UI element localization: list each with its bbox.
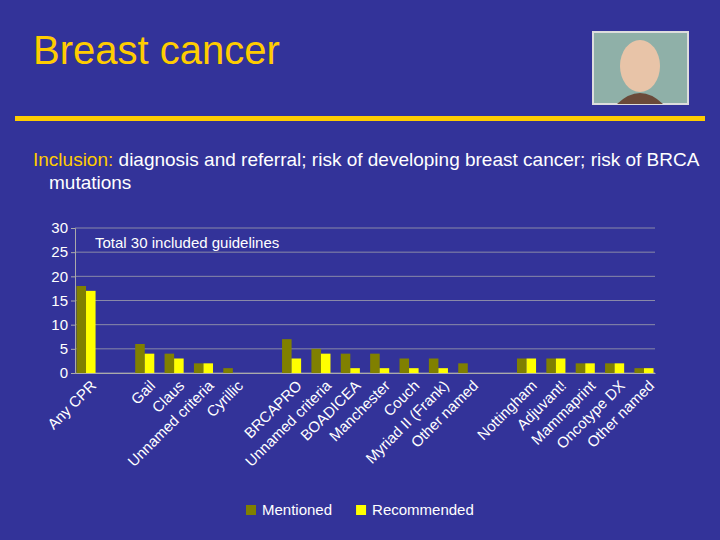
slide-canvas: 0 5 10 15 20 25 30 Any CPRGailClausUnnamed crit… <box>0 0 720 540</box>
grid-line <box>75 252 655 253</box>
grid-line <box>75 228 655 229</box>
photo <box>593 32 688 104</box>
photo-shoulders <box>617 93 663 104</box>
bar <box>165 354 175 373</box>
grid-line <box>75 348 655 349</box>
bar <box>350 368 360 373</box>
series-bars <box>86 291 654 373</box>
bar <box>429 359 439 374</box>
x-tick-label: Other named <box>583 377 657 451</box>
bar <box>321 354 331 373</box>
bar <box>546 359 556 374</box>
bar <box>458 363 468 373</box>
inclusion-body: diagnosis and referral; risk of developi… <box>49 149 698 193</box>
x-tick: Other named <box>407 373 481 451</box>
x-tick-label: Other named <box>407 377 481 451</box>
y-tick-mark <box>71 301 75 302</box>
x-tick-label: Unnamed criteria <box>124 376 217 469</box>
y-tick-mark <box>71 349 75 350</box>
grid-line <box>75 300 655 301</box>
x-tick: Cyrillic <box>203 373 247 420</box>
bar <box>556 359 566 374</box>
bar <box>194 363 204 373</box>
y-tick: 15 <box>51 292 75 309</box>
title-rule <box>15 116 705 121</box>
grid <box>75 228 655 373</box>
y-axis-line <box>71 229 76 374</box>
y-tick-label: 15 <box>51 292 68 309</box>
y-tick-label: 10 <box>51 316 68 333</box>
bar <box>605 363 615 373</box>
bar <box>615 363 625 373</box>
annotation: Total 30 included guidelines <box>95 234 279 251</box>
bar <box>86 291 96 373</box>
bar <box>311 349 321 373</box>
bar <box>292 359 302 374</box>
bars <box>76 286 653 373</box>
bar <box>644 368 654 373</box>
y-tick-mark <box>71 228 75 229</box>
bar <box>174 359 184 374</box>
legend: Mentioned Recommended <box>246 501 474 518</box>
y-tick-label: 30 <box>51 219 68 236</box>
bar <box>409 368 419 373</box>
x-axis-line <box>76 373 656 374</box>
bar <box>400 359 410 374</box>
bar <box>585 363 595 373</box>
bar <box>576 363 586 373</box>
x-tick-label: Any CPR <box>44 377 100 433</box>
y-tick: 5 <box>60 340 75 357</box>
y-tick: 25 <box>51 243 75 260</box>
y-tick-mark <box>71 373 75 374</box>
y-tick-label: 5 <box>60 340 68 357</box>
bar <box>203 363 213 373</box>
bar <box>223 368 233 373</box>
bar <box>76 286 86 373</box>
bar <box>517 359 527 374</box>
y-axis: 0 5 10 15 20 25 30 <box>51 219 75 381</box>
grid-line <box>75 373 655 374</box>
legend-item: Recommended <box>356 501 474 518</box>
bar <box>145 354 155 373</box>
slide-title: Breast cancer <box>33 28 280 73</box>
y-tick: 30 <box>51 219 75 236</box>
y-tick: 10 <box>51 316 75 333</box>
x-axis: Any CPRGailClausUnnamed criteriaCyrillic… <box>44 373 658 470</box>
y-tick-mark <box>71 252 75 253</box>
y-tick-mark <box>71 325 75 326</box>
legend-label: Recommended <box>372 501 474 518</box>
legend-label: Mentioned <box>262 501 332 518</box>
photo-frame <box>593 32 688 104</box>
photo-face <box>620 40 660 92</box>
y-tick-mark <box>71 276 75 277</box>
bar <box>341 354 351 373</box>
y-tick: 0 <box>60 364 75 381</box>
inclusion-label: Inclusion: <box>33 149 113 170</box>
x-tick: Any CPR <box>44 373 100 432</box>
series-bars <box>76 286 644 373</box>
bar <box>634 368 644 373</box>
y-tick-label: 25 <box>51 243 68 260</box>
bar <box>527 359 537 374</box>
x-tick-label: Cyrillic <box>203 376 247 420</box>
y-tick: 20 <box>51 268 75 285</box>
x-tick: Unnamed criteria <box>124 373 217 470</box>
bar <box>380 368 390 373</box>
legend-swatch <box>356 505 366 515</box>
grid-line <box>75 276 655 277</box>
bar <box>438 368 448 373</box>
bar <box>233 373 243 374</box>
bar <box>370 354 380 373</box>
grid-line <box>75 324 655 325</box>
bar <box>282 339 292 373</box>
y-tick-label: 0 <box>60 364 68 381</box>
bar <box>468 373 478 374</box>
legend-item: Mentioned <box>246 501 332 518</box>
x-tick: Other named <box>583 373 657 451</box>
bar <box>135 344 145 373</box>
y-tick-label: 20 <box>51 268 68 285</box>
inclusion-text: Inclusion: diagnosis and referral; risk … <box>33 148 699 194</box>
legend-swatch <box>246 505 256 515</box>
